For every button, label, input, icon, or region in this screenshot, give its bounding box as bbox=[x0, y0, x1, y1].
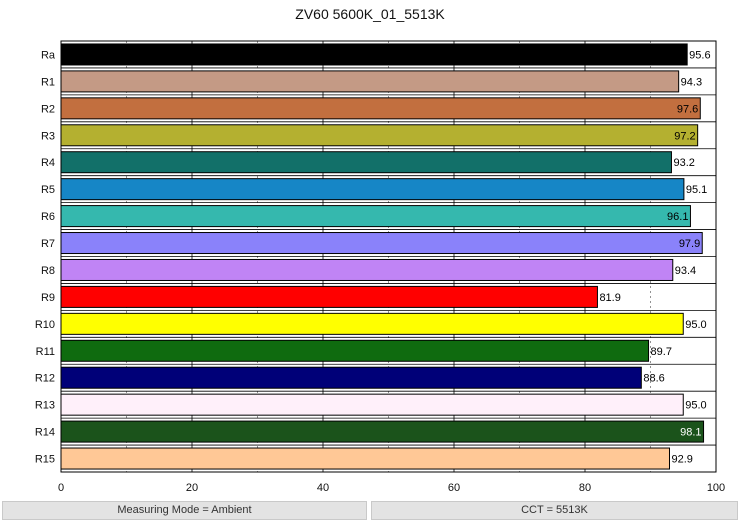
bar-r14 bbox=[60, 420, 705, 443]
bar-r6 bbox=[60, 205, 691, 228]
category-label: R13 bbox=[35, 400, 55, 412]
category-label: R5 bbox=[41, 184, 55, 196]
value-label: 93.4 bbox=[675, 265, 696, 277]
value-label: 81.9 bbox=[599, 292, 620, 304]
value-label: 93.2 bbox=[673, 157, 694, 169]
category-label: R3 bbox=[41, 130, 55, 142]
category-label: R1 bbox=[41, 76, 55, 88]
bar-r12 bbox=[60, 366, 642, 389]
category-label: R14 bbox=[35, 427, 55, 439]
category-label: R6 bbox=[41, 211, 55, 223]
value-label: 89.7 bbox=[651, 346, 672, 358]
category-label: R9 bbox=[41, 292, 55, 304]
x-tick-label: 100 bbox=[707, 482, 725, 494]
category-label: Ra bbox=[41, 49, 56, 61]
bar-r8 bbox=[60, 258, 674, 281]
bar-r10 bbox=[60, 312, 684, 335]
labels: 0 20 40 60 80 100 Ra 95.6 R1 94.3 R2 97.6 R3 97.2 R4 93… bbox=[35, 49, 725, 494]
bar-r7 bbox=[60, 232, 703, 255]
x-tick-label: 0 bbox=[58, 482, 64, 494]
value-label: 94.3 bbox=[681, 76, 702, 88]
value-label: 95.0 bbox=[685, 319, 706, 331]
category-label: R15 bbox=[35, 454, 55, 466]
category-label: R12 bbox=[35, 373, 55, 385]
value-label: 95.6 bbox=[689, 49, 710, 61]
value-label: 98.1 bbox=[680, 427, 701, 439]
category-label: R10 bbox=[35, 319, 55, 331]
value-label: 97.9 bbox=[679, 238, 700, 250]
category-label: R11 bbox=[36, 346, 55, 358]
category-label: R4 bbox=[41, 157, 55, 169]
category-label: R7 bbox=[41, 238, 55, 250]
x-tick-label: 40 bbox=[317, 482, 329, 494]
plot-frame bbox=[60, 40, 717, 473]
value-label: 95.1 bbox=[686, 184, 707, 196]
bars bbox=[60, 43, 705, 470]
bar-r5 bbox=[60, 178, 685, 201]
measuring-mode-status: Measuring Mode = Ambient bbox=[2, 501, 367, 520]
category-label: R2 bbox=[41, 103, 55, 115]
x-tick-label: 60 bbox=[448, 482, 460, 494]
bar-r4 bbox=[60, 151, 672, 174]
x-tick-label: 20 bbox=[186, 482, 198, 494]
value-label: 96.1 bbox=[667, 211, 688, 223]
bar-r13 bbox=[60, 393, 684, 416]
bar-r9 bbox=[60, 285, 598, 308]
value-label: 95.0 bbox=[685, 400, 706, 412]
value-label: 97.6 bbox=[677, 103, 698, 115]
value-label: 88.6 bbox=[643, 373, 664, 385]
chart-title: ZV60 5600K_01_5513K bbox=[295, 6, 445, 22]
category-label: R8 bbox=[41, 265, 55, 277]
bar-r3 bbox=[60, 124, 699, 147]
bar-r1 bbox=[60, 70, 680, 93]
value-label: 92.9 bbox=[671, 454, 692, 466]
bar-r2 bbox=[60, 97, 701, 120]
value-label: 97.2 bbox=[674, 130, 695, 142]
bar-r15 bbox=[60, 447, 670, 470]
bar-ra bbox=[60, 43, 688, 66]
cct-status: CCT = 5513K bbox=[371, 501, 738, 520]
x-tick-label: 80 bbox=[579, 482, 591, 494]
bar-r11 bbox=[60, 339, 650, 362]
